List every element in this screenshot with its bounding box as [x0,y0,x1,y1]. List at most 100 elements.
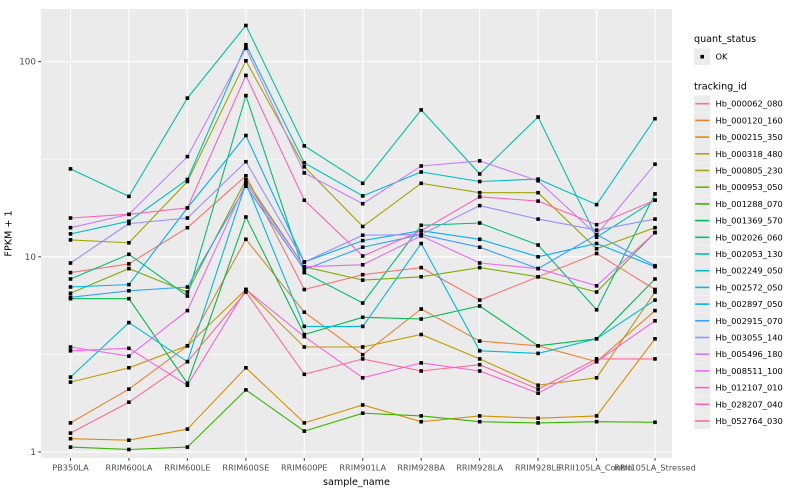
data-point [68,431,73,435]
data-point [302,429,307,433]
data-point [185,427,190,431]
data-point [536,351,540,356]
data-point [477,362,482,367]
data-point [244,23,248,28]
data-point [244,215,248,219]
data-point [127,266,131,271]
data-point [302,171,307,175]
data-point [477,339,482,343]
legend-label-tracking-id: Hb_000062_080 [716,99,783,109]
data-point [68,421,73,425]
legend-label-tracking-id: Hb_002897_050 [716,299,783,309]
legend-label-tracking-id: Hb_002572_050 [716,282,783,292]
data-point [360,194,365,198]
data-point [536,421,540,425]
data-point [594,337,599,341]
data-point [419,108,423,112]
legend-label-tracking-id: Hb_002249_050 [716,266,783,276]
legend-label-tracking-id: Hb_000953_050 [716,182,783,192]
data-point [536,344,540,348]
data-point [68,375,73,379]
data-point [536,243,540,247]
data-point [185,308,190,313]
data-point [653,198,657,202]
data-point [68,225,73,230]
data-point [594,202,599,207]
data-point [360,403,365,407]
data-point [244,184,248,188]
data-point [536,383,540,387]
x-tick-label: RRII105LA_Control [559,463,635,473]
data-point [185,225,190,230]
data-point [185,445,190,449]
data-point [127,346,131,351]
legend-label-tracking-id: Hb_000120_160 [716,115,783,125]
data-point [653,217,657,221]
data-point [594,414,599,418]
data-point [127,219,131,224]
data-point [185,383,190,387]
data-point [244,237,248,242]
legend-label-tracking-id: Hb_003055_140 [716,333,783,343]
legend-label-tracking-id: Hb_000318_480 [716,149,783,159]
x-tick-label: PB350LA [52,463,89,473]
data-point [477,414,482,418]
data-point [477,245,482,249]
data-point [244,42,248,47]
legend-title-quant-status: quant_status [694,34,756,45]
data-point [536,391,540,395]
data-point [185,216,190,220]
data-point [68,232,73,236]
data-point [594,359,599,364]
data-point [127,320,131,325]
data-point [360,352,365,357]
data-point [536,217,540,221]
data-point [302,165,307,169]
y-tick-label: 10 [25,253,37,263]
data-point [419,361,423,365]
data-point [653,116,657,121]
data-point [653,277,657,281]
data-point [244,93,248,98]
data-point [302,270,307,275]
y-tick-label: 100 [19,58,36,68]
data-point [68,285,73,289]
data-point [68,261,73,265]
data-point [244,174,248,178]
data-point [185,344,190,348]
data-point [127,438,131,442]
data-point [68,238,73,242]
data-point [536,387,540,391]
data-point [302,198,307,202]
data-point [302,264,307,269]
data-point [244,59,248,63]
data-point [536,266,540,271]
data-point [653,225,657,230]
data-point [244,178,248,182]
x-tick-label: RRIM600LE [164,463,210,473]
data-point [536,275,540,279]
data-point [127,289,131,293]
data-point [185,294,190,298]
data-point [68,380,73,384]
data-point [477,357,482,361]
data-point [594,419,599,424]
data-point [419,369,423,373]
data-point [185,179,190,184]
data-point [68,216,73,220]
legend-label-tracking-id: Hb_001288_070 [716,199,783,209]
data-point [244,287,248,292]
data-point [244,388,248,392]
legend-label-tracking-id: Hb_052764_030 [716,416,783,426]
data-point [419,332,423,337]
data-point [594,284,599,288]
data-point [419,223,423,228]
data-point [185,285,190,289]
data-point [594,246,599,251]
data-point [594,308,599,312]
data-point [68,270,73,275]
data-point [653,337,657,341]
data-point [360,254,365,258]
data-point [536,115,540,119]
data-point [185,154,190,159]
